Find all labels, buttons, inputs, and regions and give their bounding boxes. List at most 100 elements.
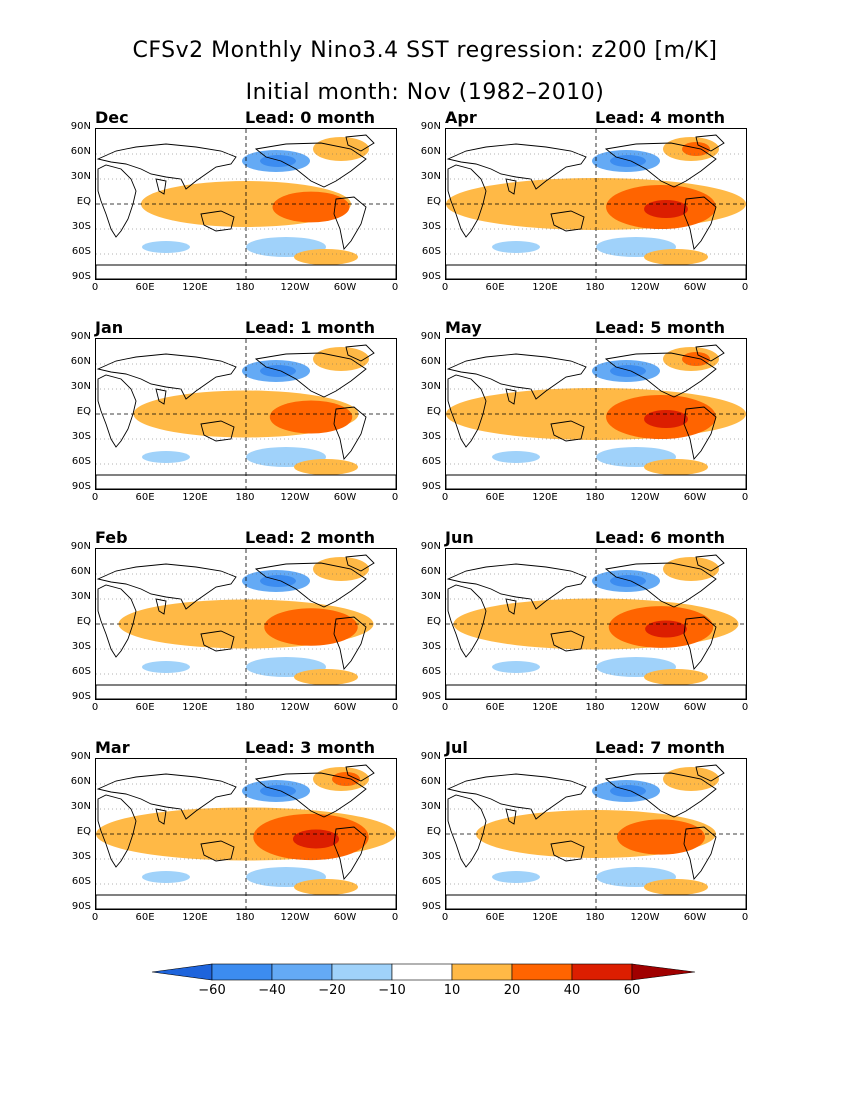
- longitude-tick-label: 180: [585, 492, 605, 503]
- coastline: [345, 764, 375, 782]
- coastline: [447, 164, 487, 238]
- latitude-tick-label: 60N: [70, 776, 91, 787]
- longitude-tick-label: 60W: [683, 492, 707, 503]
- longitude-tick-label: 60W: [333, 282, 357, 293]
- longitude-tick-label: 180: [235, 912, 255, 923]
- longitude-tick-label: 120E: [182, 282, 208, 293]
- latitude-tick-label: 30N: [70, 801, 91, 812]
- coastline: [447, 794, 487, 868]
- longitude-tick-label: 120W: [630, 702, 660, 713]
- coastline: [345, 344, 375, 362]
- panel-month-label: Apr: [445, 108, 477, 127]
- colorbar-tick-label: 40: [563, 983, 581, 998]
- coastline: [155, 178, 167, 195]
- latitude-tick-label: 90N: [70, 541, 91, 552]
- map-frame: [445, 338, 747, 490]
- south-pacific-positive: [644, 249, 708, 265]
- latitude-tick-label: 30N: [70, 171, 91, 182]
- latitude-tick-label: 90N: [420, 331, 441, 342]
- coastline: [695, 764, 725, 782]
- map-panel: Apr Lead: 4 month: [440, 108, 785, 298]
- coastline: [345, 554, 375, 572]
- latitude-tick-label: 30N: [420, 381, 441, 392]
- panel-month-label: Jul: [445, 738, 468, 757]
- longitude-tick-label: 120W: [280, 492, 310, 503]
- map-panel: Mar Lead: 3 month: [90, 738, 435, 928]
- coastline: [254, 352, 367, 398]
- southern-ocean-negative: [142, 871, 190, 883]
- coastline: [683, 196, 717, 250]
- coastline: [254, 142, 367, 188]
- longitude-tick-label: 120E: [532, 702, 558, 713]
- colorbar-segment: [451, 963, 513, 981]
- panel-lead-label: Lead: 2 month: [245, 528, 376, 547]
- coastline: [505, 388, 517, 405]
- latitude-tick-label: 90N: [70, 751, 91, 762]
- latitude-tick-label: 60S: [421, 666, 441, 677]
- panel-lead-label: Lead: 7 month: [595, 738, 726, 757]
- latitude-tick-label: 90S: [71, 271, 91, 282]
- longitude-tick-label: 0: [441, 492, 449, 503]
- coastline: [447, 374, 487, 448]
- longitude-tick-label: 60E: [135, 912, 155, 923]
- coastline: [155, 808, 167, 825]
- latitude-tick-label: 60N: [420, 146, 441, 157]
- latitude-tick-label: 30S: [71, 221, 91, 232]
- strong-warm-core: [292, 829, 340, 849]
- colorbar-segment: [331, 963, 393, 981]
- strong-warm-core: [644, 200, 688, 218]
- regression-map: [446, 129, 746, 279]
- latitude-tick-label: EQ: [426, 826, 441, 837]
- longitude-tick-label: 60E: [135, 492, 155, 503]
- map-panel: Feb Lead: 2 month: [90, 528, 435, 718]
- latitude-tick-label: 30S: [421, 851, 441, 862]
- longitude-tick-label: 120E: [532, 912, 558, 923]
- south-pacific-positive: [294, 459, 358, 475]
- warm-tropical-core: [272, 191, 350, 223]
- coastline: [200, 210, 235, 232]
- latitude-tick-label: 30N: [70, 591, 91, 602]
- warm-tropical-core: [269, 400, 353, 434]
- coastline: [604, 352, 717, 398]
- latitude-tick-label: 60N: [420, 356, 441, 367]
- colorbar: [151, 963, 696, 981]
- coastline: [96, 353, 237, 400]
- south-pacific-positive: [294, 249, 358, 265]
- longitude-tick-label: 120W: [280, 282, 310, 293]
- coastline: [447, 584, 487, 658]
- latitude-tick-label: 90N: [70, 331, 91, 342]
- southern-ocean-negative: [492, 451, 540, 463]
- longitude-tick-label: 0: [91, 702, 99, 713]
- colorbar-tick-label: 60: [623, 983, 641, 998]
- latitude-tick-label: 30N: [420, 801, 441, 812]
- latitude-tick-label: EQ: [426, 196, 441, 207]
- colorbar-tick-label: −40: [258, 983, 286, 998]
- coastline: [333, 406, 367, 460]
- longitude-tick-label: 120W: [280, 912, 310, 923]
- latitude-tick-label: 60S: [71, 666, 91, 677]
- longitude-tick-label: 120W: [280, 702, 310, 713]
- figure-subtitle: Initial month: Nov (1982–2010): [245, 80, 605, 105]
- coastline: [604, 562, 717, 608]
- coastline: [155, 388, 167, 405]
- panel-month-label: Dec: [95, 108, 129, 127]
- coastline: [96, 143, 237, 190]
- regression-map: [446, 549, 746, 699]
- latitude-tick-label: EQ: [426, 406, 441, 417]
- figure-title: CFSv2 Monthly Nino3.4 SST regression: z2…: [132, 38, 718, 63]
- panel-lead-label: Lead: 5 month: [595, 318, 726, 337]
- latitude-tick-label: EQ: [76, 196, 91, 207]
- southern-ocean-negative: [142, 241, 190, 253]
- coastline: [200, 630, 235, 652]
- latitude-tick-label: EQ: [76, 406, 91, 417]
- latitude-tick-label: 30S: [421, 431, 441, 442]
- latitude-tick-label: 90S: [421, 901, 441, 912]
- regression-map: [96, 339, 396, 489]
- north-america-positive: [313, 137, 369, 161]
- longitude-tick-label: 0: [741, 912, 749, 923]
- southern-ocean-negative: [142, 661, 190, 673]
- latitude-tick-label: 60N: [420, 566, 441, 577]
- longitude-tick-label: 180: [585, 702, 605, 713]
- colorbar-segment: [391, 963, 453, 981]
- map-frame: [95, 758, 397, 910]
